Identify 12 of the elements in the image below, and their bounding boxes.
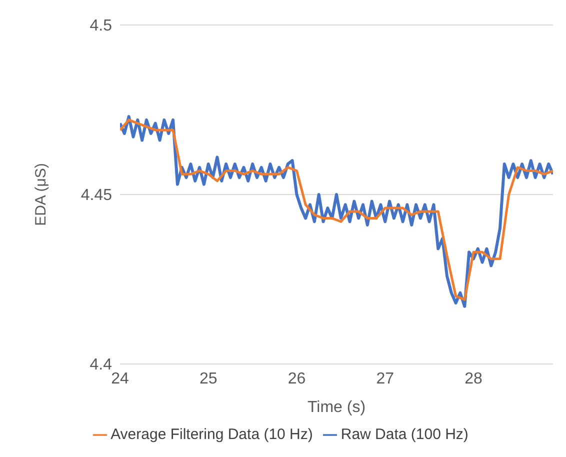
x-tick-label: 27 xyxy=(376,370,394,388)
legend-label: Raw Data (100 Hz) xyxy=(340,426,468,443)
y-tick-label: 4.5 xyxy=(90,18,112,35)
y-tick-label: 4.45 xyxy=(80,187,112,204)
x-tick-label: 25 xyxy=(199,370,218,388)
y-tick-label: 4.4 xyxy=(90,356,112,374)
legend-label: Average Filtering Data (10 Hz) xyxy=(110,426,313,443)
x-tick-label: 24 xyxy=(111,370,129,388)
x-tick-label: 26 xyxy=(288,370,306,388)
x-tick-label: 28 xyxy=(464,370,482,388)
x-axis-title: Time (s) xyxy=(307,399,366,416)
y-axis-title: EDA (μS) xyxy=(32,163,50,226)
